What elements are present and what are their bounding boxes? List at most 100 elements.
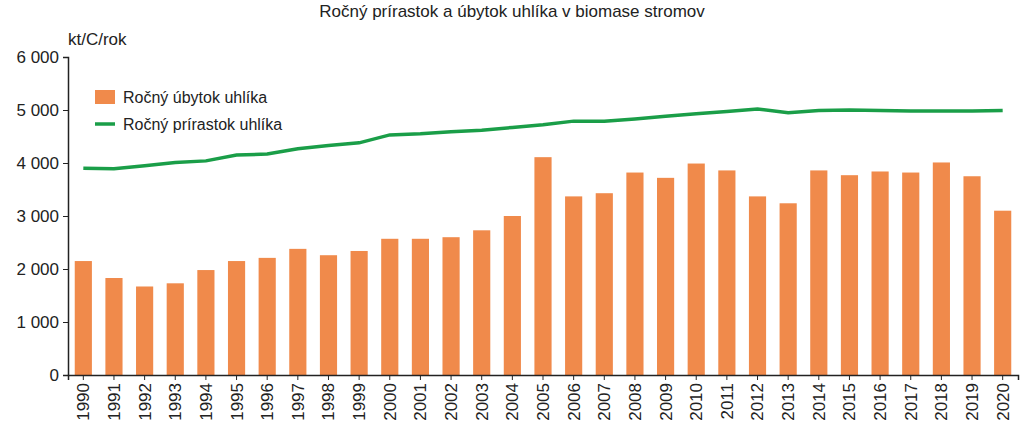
x-tick-label: 2008 bbox=[626, 383, 645, 421]
x-tick-mark bbox=[665, 375, 666, 380]
x-tick-mark bbox=[236, 375, 237, 380]
x-tick: 2017 bbox=[902, 375, 921, 421]
x-tick: 1994 bbox=[197, 375, 216, 421]
x-tick-mark bbox=[359, 375, 360, 380]
x-tick: 2013 bbox=[779, 375, 798, 421]
x-tick: 1992 bbox=[136, 375, 155, 421]
legend: Ročný úbytok uhlíkaRočný prírastok uhlík… bbox=[95, 89, 282, 133]
x-tick-mark bbox=[604, 375, 605, 380]
y-tick: 0 bbox=[50, 366, 68, 385]
x-tick-mark bbox=[634, 375, 635, 380]
bar bbox=[902, 173, 919, 375]
x-tick-mark bbox=[726, 375, 727, 380]
x-tick-label: 2002 bbox=[442, 383, 461, 421]
y-tick-mark bbox=[63, 375, 68, 376]
x-tick-label: 1997 bbox=[289, 383, 308, 421]
chart: Ročný prírastok a úbytok uhlíka v biomas… bbox=[0, 0, 1024, 443]
x-tick-label: 1993 bbox=[166, 383, 185, 421]
marks bbox=[75, 109, 1012, 375]
x-tick: 2001 bbox=[411, 375, 430, 421]
x-tick-label: 1992 bbox=[136, 383, 155, 421]
y-axis-label: kt/C/rok bbox=[68, 30, 127, 49]
bar bbox=[994, 211, 1011, 375]
y-tick-label: 6 000 bbox=[16, 48, 59, 67]
x-tick-mark bbox=[788, 375, 789, 380]
x-tick-mark bbox=[1002, 375, 1003, 380]
bar bbox=[504, 216, 521, 375]
x-tick: 2018 bbox=[932, 375, 951, 421]
plot-area: 01 0002 0003 0004 0005 0006 000199019911… bbox=[16, 48, 1018, 421]
x-tick-mark bbox=[696, 375, 697, 380]
x-tick-label: 2001 bbox=[411, 383, 430, 421]
x-tick-mark bbox=[205, 375, 206, 380]
x-tick-label: 2007 bbox=[595, 383, 614, 421]
bar bbox=[442, 237, 459, 375]
bar bbox=[872, 171, 889, 375]
x-tick-label: 2017 bbox=[902, 383, 921, 421]
x-tick-label: 2014 bbox=[810, 383, 829, 421]
x-tick-label: 2019 bbox=[963, 383, 982, 421]
bar bbox=[626, 173, 643, 375]
y-tick-mark bbox=[63, 110, 68, 111]
x-tick-mark bbox=[849, 375, 850, 380]
x-tick: 1996 bbox=[258, 375, 277, 421]
x-tick-label: 2010 bbox=[687, 383, 706, 421]
y-tick: 3 000 bbox=[16, 207, 68, 226]
x-tick: 2007 bbox=[595, 375, 614, 421]
x-tick: 2011 bbox=[718, 375, 737, 420]
bar bbox=[841, 175, 858, 375]
x-tick: 2020 bbox=[994, 375, 1013, 421]
y-tick-mark bbox=[63, 216, 68, 217]
x-tick-label: 2009 bbox=[657, 383, 676, 421]
x-tick-mark bbox=[420, 375, 421, 380]
bar bbox=[565, 196, 582, 375]
y-tick: 4 000 bbox=[16, 154, 68, 173]
x-tick-label: 2018 bbox=[932, 383, 951, 421]
x-tick-label: 1995 bbox=[227, 383, 246, 421]
bar bbox=[351, 251, 368, 375]
y-tick: 1 000 bbox=[16, 313, 68, 332]
bar bbox=[228, 261, 245, 375]
bar bbox=[718, 170, 735, 375]
bar bbox=[412, 239, 429, 375]
y-tick-label: 1 000 bbox=[16, 313, 59, 332]
x-tick-label: 2000 bbox=[381, 383, 400, 421]
x-tick-mark bbox=[481, 375, 482, 380]
x-tick: 1991 bbox=[105, 375, 124, 421]
line bbox=[83, 109, 1002, 169]
y-tick-label: 3 000 bbox=[16, 207, 59, 226]
bar bbox=[933, 162, 950, 375]
y-tick-mark bbox=[63, 163, 68, 164]
x-tick-label: 2003 bbox=[473, 383, 492, 421]
bar bbox=[749, 196, 766, 375]
bar bbox=[534, 157, 551, 375]
x-tick-mark bbox=[175, 375, 176, 380]
x-tick-mark bbox=[818, 375, 819, 380]
x-tick-label: 2011 bbox=[718, 383, 737, 420]
x-axis: 1990199119921993199419951996199719981999… bbox=[69, 375, 1019, 421]
title: Ročný prírastok a úbytok uhlíka v biomas… bbox=[319, 2, 705, 21]
bar bbox=[963, 176, 980, 375]
x-tick-label: 2015 bbox=[840, 383, 859, 421]
bar bbox=[688, 164, 705, 375]
bar bbox=[810, 170, 827, 375]
x-tick-mark bbox=[451, 375, 452, 380]
x-tick: 2003 bbox=[473, 375, 492, 421]
x-tick: 1993 bbox=[166, 375, 185, 421]
bar bbox=[381, 239, 398, 375]
x-tick-label: 1996 bbox=[258, 383, 277, 421]
x-tick-mark bbox=[83, 375, 84, 380]
x-tick-mark bbox=[543, 375, 544, 380]
bar bbox=[105, 278, 122, 375]
y-axis-line bbox=[63, 58, 69, 376]
y-tick-label: 0 bbox=[50, 366, 59, 385]
legend-swatch bbox=[95, 90, 115, 104]
x-tick-mark bbox=[880, 375, 881, 380]
legend-swatch bbox=[95, 122, 115, 126]
y-tick-label: 5 000 bbox=[16, 101, 59, 120]
x-tick-label: 2020 bbox=[994, 383, 1013, 421]
x-tick-label: 1994 bbox=[197, 383, 216, 421]
x-tick: 2010 bbox=[687, 375, 706, 421]
x-tick: 1997 bbox=[289, 375, 308, 421]
x-tick: 2016 bbox=[871, 375, 890, 421]
